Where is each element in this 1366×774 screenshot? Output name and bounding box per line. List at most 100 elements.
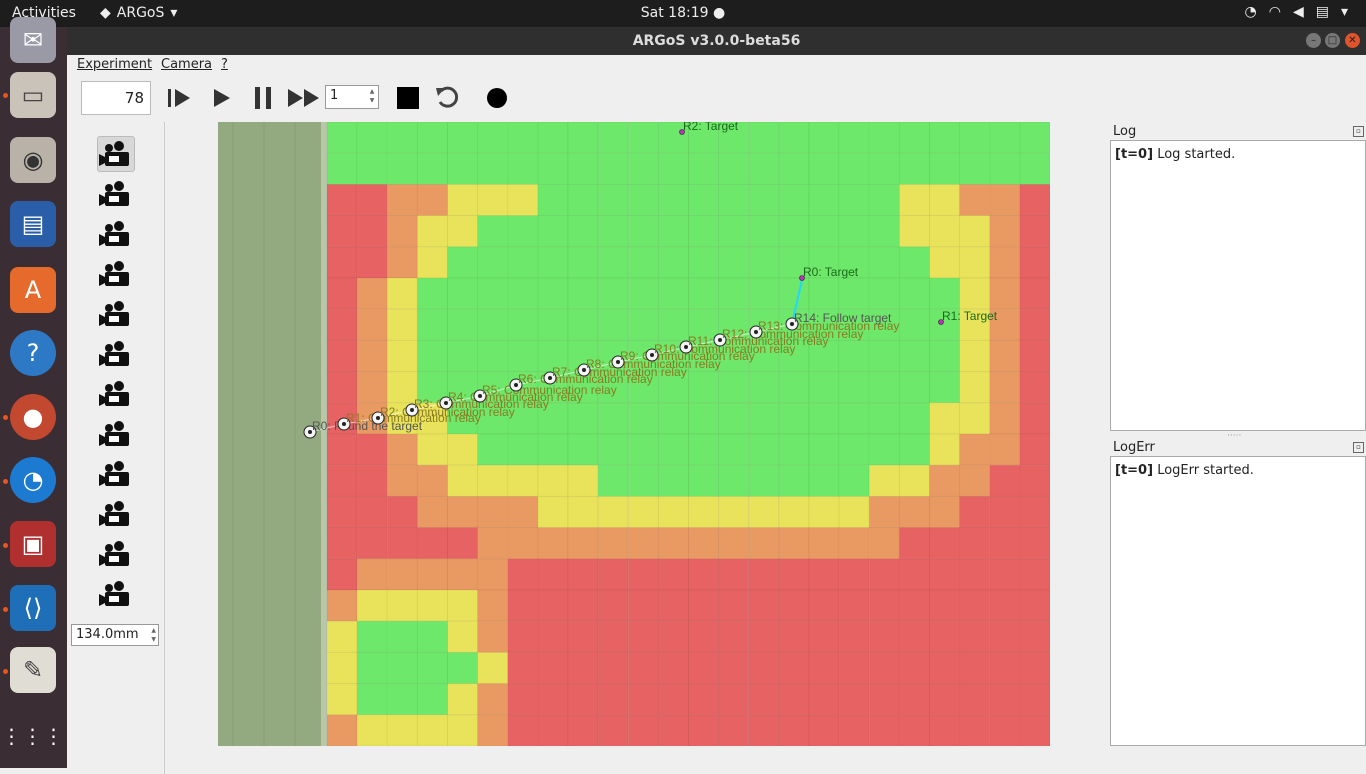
heatmap-cell [386,122,418,154]
pause-icon[interactable] [249,84,277,112]
heatmap-cell [688,152,720,185]
heatmap-cell [386,464,418,497]
show-apps-icon[interactable]: ⋮⋮⋮ [1,724,65,748]
menu-help[interactable]: ? [221,57,228,72]
camera-preset-6-button[interactable] [97,336,135,372]
camera-preset-2-button[interactable] [97,176,135,212]
heatmap-cell [989,339,1021,373]
vscode-icon[interactable]: ⟨⟩ [10,585,56,631]
heatmap-cell [597,527,629,560]
firefox-icon[interactable]: ● [10,394,56,440]
camera-preset-5-button[interactable] [97,296,135,332]
text-editor-icon[interactable]: ✎ [10,647,56,693]
heatmap-cell [838,589,870,622]
heatmap-cell [929,339,961,373]
heatmap-cell [477,495,509,529]
close-button[interactable]: ✕ [1345,33,1360,48]
target-2[interactable]: R2: Target [679,122,739,135]
power-indicator-icon[interactable]: ◔ [1244,4,1257,20]
heatmap-cell [627,402,659,435]
heatmap-cell [627,714,659,746]
heatmap-cell [326,527,358,560]
clock[interactable]: Sat 18:19 ● [640,5,726,21]
heatmap-cell [959,277,991,310]
heatmap-cell [416,183,448,217]
heatmap-cell [929,589,961,622]
logerr-panel[interactable]: [t=0] LogErr started. [1110,456,1366,746]
heatmap-cell [778,714,810,746]
heatmap-cell [326,152,358,185]
heatmap-cell [597,651,629,685]
camera-preset-3-button[interactable] [97,216,135,252]
camera-zoom-field[interactable]: 134.0mm ▲ ▼ [71,624,159,646]
float-panel-icon[interactable]: ▫ [1353,442,1364,453]
heatmap-cell [868,714,900,746]
record-icon[interactable] [483,84,511,112]
heatmap-cell [868,495,900,529]
mail-icon[interactable]: ✉ [10,17,56,63]
heatmap-cell [507,308,539,341]
terminal-icon[interactable]: ▣ [10,521,56,567]
log-panel[interactable]: [t=0] Log started. [1110,140,1366,431]
camera-preset-1-button[interactable] [97,136,135,172]
float-panel-icon[interactable]: ▫ [1353,126,1364,137]
stop-icon[interactable] [394,84,422,112]
zoom-spinner[interactable]: ▲ ▼ [151,627,156,643]
heatmap-cell [959,620,991,653]
heatmap-cell [989,246,1021,279]
maximize-button[interactable]: □ [1325,33,1340,48]
app-menu[interactable]: ◆ ARGoS ▾ [100,5,177,21]
heatmap-cell [959,215,991,248]
robot-14[interactable]: R14: Follow target [785,311,892,331]
software-center-icon[interactable]: A [10,267,56,313]
camera-preset-9-button[interactable] [97,456,135,492]
heatmap-cell [627,433,659,466]
heatmap-cell [1019,589,1050,622]
heatmap-cell [748,433,780,466]
arena-view[interactable]: R0: Found the target R1: Communication re… [218,122,1050,746]
heatmap-cell [356,589,388,622]
heatmap-cell [808,558,840,591]
writer-icon[interactable]: ▤ [10,201,56,247]
camera-preset-4-button[interactable] [97,256,135,292]
heatmap-cell [688,464,720,497]
reset-icon[interactable] [434,84,462,112]
title-bar[interactable]: ARGoS v3.0.0-beta56 – □ ✕ [67,27,1366,55]
heatmap-cell [356,371,388,404]
camera-preset-11-button[interactable] [97,536,135,572]
menu-camera[interactable]: Camera [161,57,213,72]
system-tray[interactable]: ◔ ◠ ◀ ▤ ▾ [1245,4,1348,20]
timer-icon[interactable]: ◔ [10,457,56,503]
heatmap-cell [507,558,539,591]
heatmap-cell [868,183,900,217]
camera-preset-7-button[interactable] [97,376,135,412]
target-0[interactable]: R0: Target [799,265,859,281]
heatmap-cell [627,277,659,310]
heatmap-cell [959,308,991,341]
heatmap-cell [898,620,931,653]
camera-preset-12-button[interactable] [97,576,135,612]
play-icon[interactable] [207,84,235,112]
log-timestamp: [t=0] [1115,147,1154,162]
step-counter: 78 [81,81,151,115]
heatmap-cell [1019,152,1050,185]
heatmap-cell [477,308,509,341]
heatmap-cell [898,589,931,622]
heatmap-cell [326,183,358,217]
target-1[interactable]: R1: Target [938,309,998,325]
heatmap-cell [838,277,870,310]
menu-experiment[interactable]: Experiment [77,57,153,72]
file-cabinet-icon[interactable]: ▭ [10,72,56,118]
help-icon[interactable]: ? [10,330,56,376]
step-icon[interactable] [165,84,193,112]
camera-preset-10-button[interactable] [97,496,135,532]
speaker-icon[interactable]: ◉ [10,137,56,183]
camera-preset-8-button[interactable] [97,416,135,452]
heatmap-cell [627,122,659,154]
steps-spinner[interactable]: ▲ ▼ [369,88,375,104]
minimize-button[interactable]: – [1306,33,1321,48]
fast-forward-icon[interactable] [287,84,321,112]
fast-forward-steps-field[interactable]: 1 ▲ ▼ [325,85,379,109]
splitter-handle[interactable]: ····· [1227,431,1242,441]
heatmap-cell [959,714,991,746]
